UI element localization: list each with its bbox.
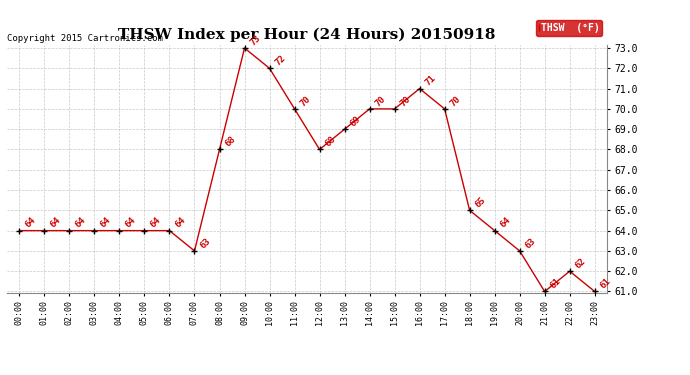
- Text: 64: 64: [23, 216, 37, 230]
- Text: 64: 64: [48, 216, 63, 230]
- Text: 73: 73: [248, 33, 263, 47]
- Text: 63: 63: [199, 236, 213, 250]
- Text: 72: 72: [274, 54, 288, 68]
- Text: 68: 68: [324, 135, 337, 149]
- Text: 64: 64: [174, 216, 188, 230]
- Text: 64: 64: [124, 216, 137, 230]
- Text: 64: 64: [99, 216, 112, 230]
- Text: 71: 71: [424, 74, 437, 88]
- Text: Copyright 2015 Cartronics.com: Copyright 2015 Cartronics.com: [7, 33, 163, 42]
- Text: 64: 64: [499, 216, 513, 230]
- Legend: THSW  (°F): THSW (°F): [536, 20, 602, 36]
- Text: 70: 70: [299, 94, 313, 108]
- Text: 64: 64: [74, 216, 88, 230]
- Text: 61: 61: [549, 277, 563, 291]
- Text: 69: 69: [348, 114, 363, 128]
- Text: 63: 63: [524, 236, 538, 250]
- Title: THSW Index per Hour (24 Hours) 20150918: THSW Index per Hour (24 Hours) 20150918: [118, 28, 496, 42]
- Text: 70: 70: [448, 94, 463, 108]
- Text: 65: 65: [474, 196, 488, 210]
- Text: 64: 64: [148, 216, 163, 230]
- Text: 70: 70: [399, 94, 413, 108]
- Text: 68: 68: [224, 135, 237, 149]
- Text: 62: 62: [574, 256, 588, 270]
- Text: 70: 70: [374, 94, 388, 108]
- Text: 61: 61: [599, 277, 613, 291]
